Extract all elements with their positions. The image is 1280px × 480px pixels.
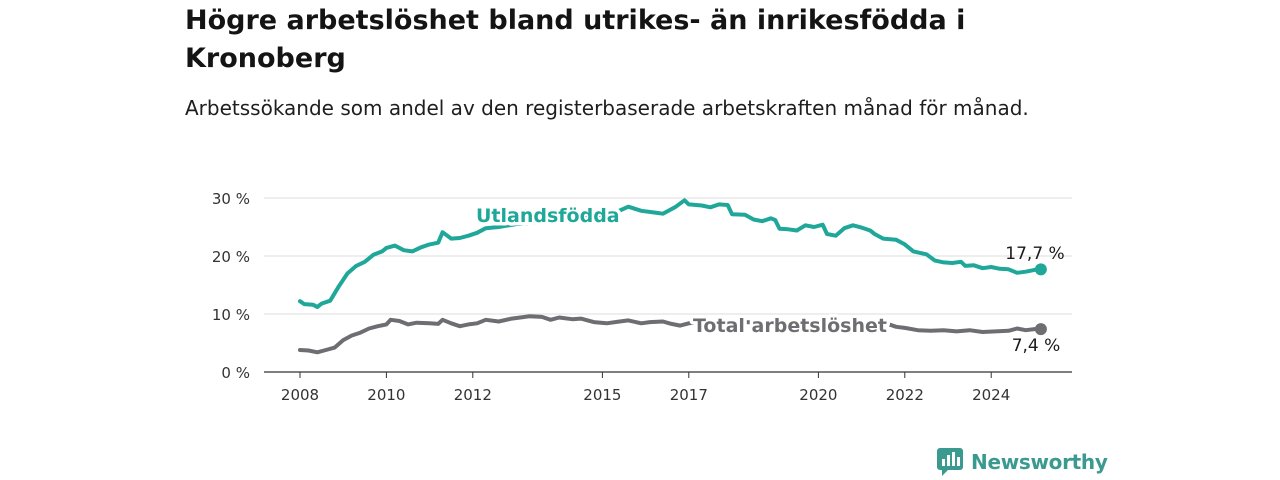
chart-title: Högre arbetslöshet bland utrikes- än inr… bbox=[185, 5, 966, 74]
y-tick-label: 30 % bbox=[212, 190, 250, 208]
series-label-total: Total arbetslöshet bbox=[693, 315, 887, 337]
x-tick-label: 2012 bbox=[454, 386, 492, 404]
x-tick-label: 2010 bbox=[367, 386, 405, 404]
y-tick-label: 20 % bbox=[212, 248, 250, 266]
x-tick-label: 2015 bbox=[583, 386, 621, 404]
x-tick-label: 2020 bbox=[799, 386, 837, 404]
series-line-utlandsfodda bbox=[298, 198, 1043, 309]
series-label-total-halo: Total arbetslöshet bbox=[693, 315, 887, 337]
series-label-utlandsfodda-halo: Utlandsfödda bbox=[476, 205, 620, 227]
x-tick-label: 2008 bbox=[281, 386, 319, 404]
newsworthy-logo-icon bbox=[937, 448, 963, 476]
end-point-utlandsfodda bbox=[1034, 263, 1047, 276]
brand-logo: Newsworthy bbox=[937, 448, 1108, 476]
series-label-utlandsfodda: Utlandsfödda bbox=[476, 205, 620, 227]
end-point-total bbox=[1034, 323, 1047, 336]
series-line-total bbox=[298, 314, 1043, 355]
y-tick-label: 10 % bbox=[212, 306, 250, 324]
x-tick-label: 2024 bbox=[972, 386, 1010, 404]
end-label-total: 7,4 % bbox=[1012, 336, 1061, 356]
chart-subtitle: Arbetssökande som andel av den registerb… bbox=[185, 96, 1029, 120]
end-label-utlandsfodda: 17,7 % bbox=[1005, 244, 1064, 264]
y-tick-label: 0 % bbox=[221, 364, 250, 382]
x-tick-label: 2022 bbox=[886, 386, 924, 404]
x-tick-label: 2017 bbox=[670, 386, 708, 404]
line-chart: 0 % 10 % 20 % 30 % 2008 2010 2012 2015 2017 2020 2… bbox=[212, 190, 1072, 404]
brand-name: Newsworthy bbox=[971, 450, 1108, 474]
